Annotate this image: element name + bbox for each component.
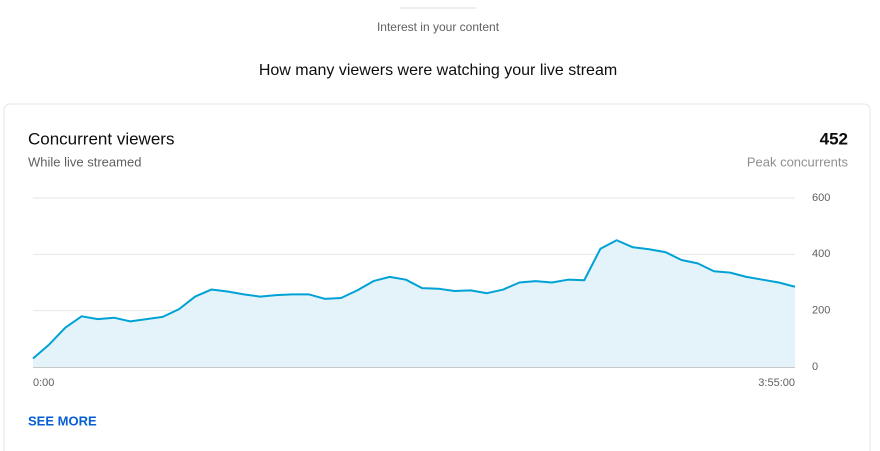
section-label: Interest in your content bbox=[377, 20, 500, 34]
peak-value: 452 bbox=[820, 129, 848, 148]
x-tick-label: 0:00 bbox=[33, 377, 54, 389]
y-tick-label: 200 bbox=[812, 305, 830, 317]
y-tick-label: 600 bbox=[812, 192, 830, 204]
area-line bbox=[32, 239, 796, 360]
heading: How many viewers were watching your live… bbox=[259, 62, 617, 79]
see-more-link[interactable]: SEE MORE bbox=[28, 413, 97, 428]
y-tick-label: 400 bbox=[812, 248, 830, 260]
card-subtitle: While live streamed bbox=[28, 154, 141, 169]
card-title: Concurrent viewers bbox=[28, 129, 174, 148]
area-fill bbox=[33, 240, 795, 367]
peak-label: Peak concurrents bbox=[747, 154, 849, 169]
y-tick-label: 0 bbox=[812, 361, 818, 373]
x-tick-label: 3:55:00 bbox=[758, 377, 795, 389]
card bbox=[3, 103, 871, 451]
